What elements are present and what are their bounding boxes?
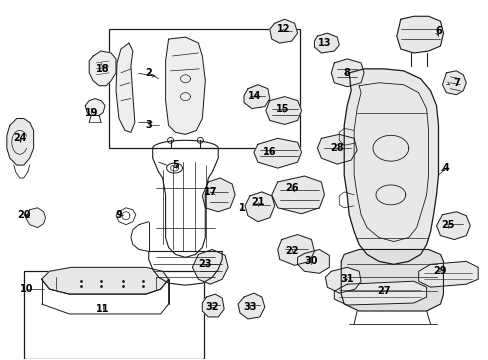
Text: 22: 22 [285, 247, 298, 256]
Text: 14: 14 [248, 91, 261, 101]
Polygon shape [331, 59, 364, 87]
Polygon shape [277, 235, 314, 265]
Polygon shape [344, 69, 438, 264]
Polygon shape [317, 134, 356, 164]
Polygon shape [202, 178, 235, 212]
Text: 21: 21 [251, 197, 264, 207]
Text: 11: 11 [96, 304, 110, 314]
Polygon shape [271, 176, 324, 214]
Polygon shape [325, 267, 360, 293]
Polygon shape [244, 85, 269, 109]
Text: 30: 30 [304, 256, 318, 266]
Polygon shape [396, 16, 443, 53]
Text: 18: 18 [96, 64, 110, 74]
Text: 19: 19 [84, 108, 98, 117]
Polygon shape [116, 43, 135, 132]
Text: 1: 1 [238, 203, 245, 213]
Text: 6: 6 [434, 26, 441, 36]
Bar [24, 271, 204, 359]
Polygon shape [26, 208, 45, 228]
Text: 16: 16 [263, 147, 276, 157]
Text: 28: 28 [330, 143, 344, 153]
Text: 3: 3 [145, 121, 152, 130]
Text: 33: 33 [243, 302, 256, 312]
Bar [109, 29, 299, 148]
Polygon shape [418, 261, 477, 287]
Text: 32: 32 [205, 302, 219, 312]
Polygon shape [244, 192, 274, 222]
Polygon shape [436, 212, 469, 239]
Text: 25: 25 [441, 220, 454, 230]
Text: 20: 20 [17, 210, 30, 220]
Polygon shape [202, 294, 224, 317]
Polygon shape [165, 37, 205, 134]
Text: 13: 13 [317, 38, 330, 48]
Text: 4: 4 [442, 163, 449, 173]
Polygon shape [192, 249, 228, 284]
Polygon shape [238, 293, 264, 319]
Text: 24: 24 [13, 133, 26, 143]
Polygon shape [297, 249, 328, 273]
Polygon shape [89, 51, 116, 86]
Polygon shape [442, 71, 466, 95]
Polygon shape [314, 33, 339, 53]
Text: 10: 10 [20, 284, 33, 294]
Text: 17: 17 [203, 187, 217, 197]
Text: 9: 9 [115, 210, 122, 220]
Text: 27: 27 [376, 286, 390, 296]
Polygon shape [269, 19, 297, 43]
Polygon shape [41, 267, 168, 294]
Polygon shape [341, 249, 443, 311]
Text: 7: 7 [452, 78, 459, 88]
Text: 8: 8 [343, 68, 350, 78]
Text: 12: 12 [276, 24, 290, 34]
Polygon shape [85, 99, 105, 116]
Polygon shape [334, 281, 426, 305]
Polygon shape [265, 96, 301, 125]
Polygon shape [7, 118, 34, 165]
Text: 31: 31 [340, 274, 353, 284]
Text: 5: 5 [172, 160, 179, 170]
Text: 15: 15 [275, 104, 289, 113]
Text: 23: 23 [198, 259, 212, 269]
Text: 29: 29 [433, 266, 447, 276]
Text: 2: 2 [145, 68, 152, 78]
Text: 26: 26 [285, 183, 298, 193]
Polygon shape [253, 138, 301, 168]
